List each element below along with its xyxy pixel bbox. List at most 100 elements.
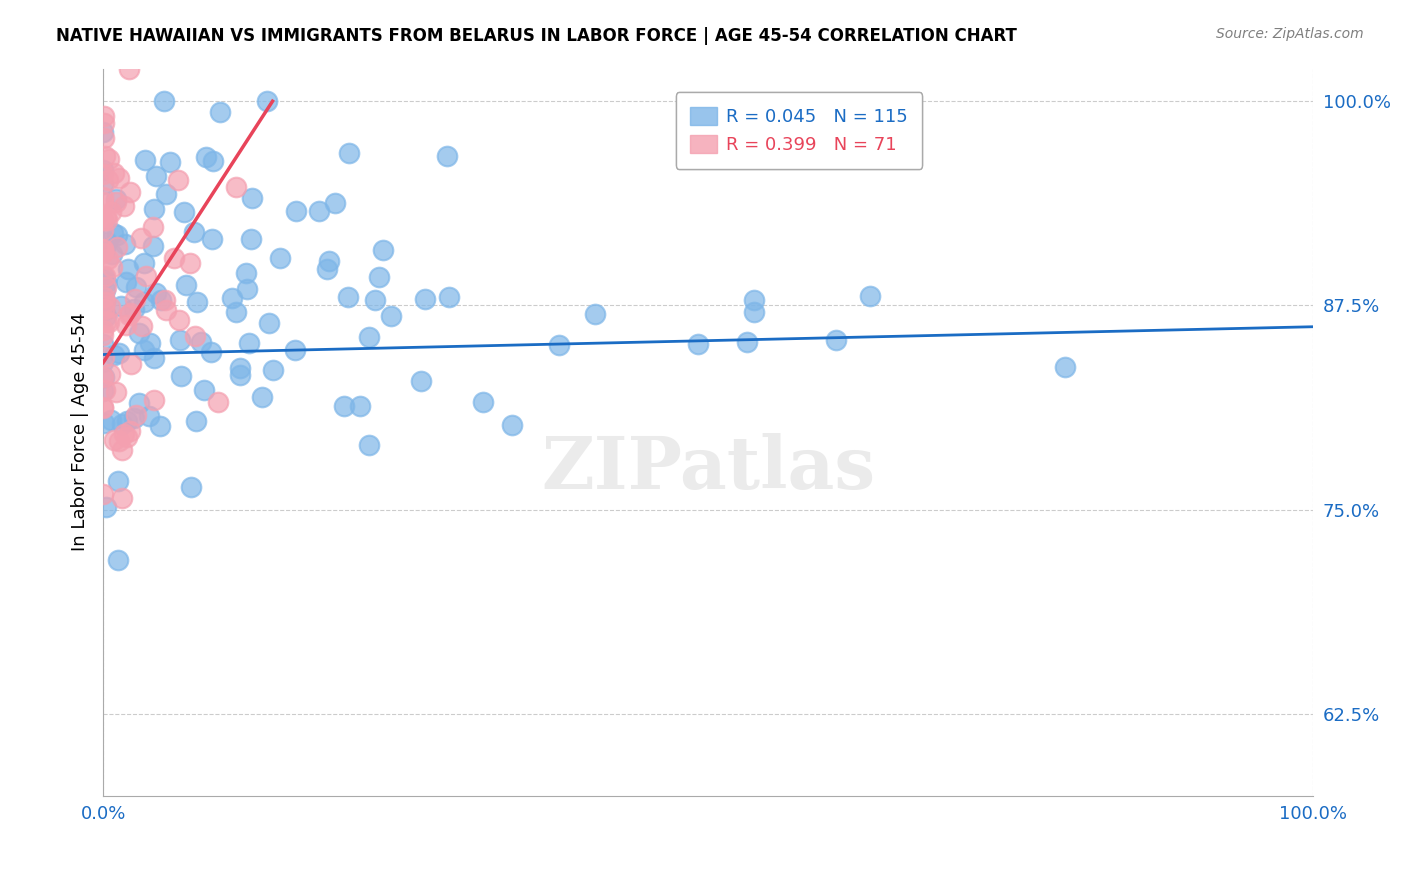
Point (194, 150, 217, 164)
Point (115, 430, 138, 444)
Point (124, 292, 146, 306)
Point (364, 293, 387, 308)
Point (125, 280, 148, 294)
Point (97, 252, 120, 267)
Point (91, 337, 114, 351)
Point (108, 345, 131, 359)
Point (142, 202, 165, 216)
Point (153, 94, 176, 108)
Point (336, 290, 359, 304)
Point (91, 190, 114, 204)
Point (91, 401, 114, 415)
Point (96, 213, 118, 227)
Point (359, 438, 381, 452)
Point (357, 330, 380, 344)
Point (128, 396, 150, 410)
Point (155, 293, 177, 307)
Point (91, 178, 114, 192)
Point (118, 306, 141, 320)
Point (742, 293, 765, 307)
Point (91, 243, 114, 257)
Point (125, 408, 148, 422)
Point (380, 309, 402, 323)
Point (1053, 359, 1076, 374)
Point (93, 301, 115, 316)
Point (143, 393, 166, 408)
Point (117, 262, 139, 277)
Point (149, 419, 172, 434)
Point (221, 291, 243, 305)
Point (105, 192, 128, 206)
Point (132, 295, 155, 310)
Point (103, 166, 125, 180)
Point (93, 130, 115, 145)
Point (110, 417, 132, 431)
Point (145, 169, 167, 183)
Point (735, 335, 758, 350)
Point (91, 212, 114, 227)
Point (91, 323, 114, 337)
Point (110, 299, 132, 313)
Point (104, 385, 127, 400)
Point (120, 186, 142, 200)
Point (114, 237, 136, 252)
Point (236, 282, 259, 296)
Point (316, 261, 339, 276)
Point (91, 486, 114, 500)
Point (93, 115, 115, 129)
Point (368, 270, 391, 285)
Point (122, 411, 145, 425)
Point (139, 336, 162, 351)
Point (114, 318, 136, 332)
Point (250, 390, 273, 404)
Point (103, 226, 125, 240)
Point (183, 225, 205, 239)
Point (333, 399, 356, 413)
Point (201, 232, 224, 246)
Point (100, 205, 122, 219)
Point (93, 109, 115, 123)
Point (94, 293, 117, 308)
Point (155, 303, 177, 318)
Point (97, 173, 120, 187)
Point (103, 348, 125, 362)
Point (228, 360, 250, 375)
Point (742, 305, 765, 319)
Point (371, 244, 394, 258)
Point (93, 294, 115, 309)
Point (131, 318, 153, 333)
Y-axis label: In Labor Force | Age 45-54: In Labor Force | Age 45-54 (72, 313, 89, 551)
Point (93, 167, 115, 181)
Point (501, 417, 523, 432)
Point (150, 293, 173, 307)
Point (93, 194, 115, 209)
Point (91, 354, 114, 368)
Point (174, 278, 197, 293)
Point (94, 275, 117, 289)
Point (173, 205, 195, 219)
Point (240, 232, 263, 246)
Point (132, 343, 155, 357)
Point (91, 384, 114, 398)
Point (94, 149, 117, 163)
Text: NATIVE HAWAIIAN VS IMMIGRANTS FROM BELARUS IN LABOR FORCE | AGE 45-54 CORRELATIO: NATIVE HAWAIIAN VS IMMIGRANTS FROM BELAR… (56, 27, 1017, 45)
Point (93, 269, 115, 284)
Point (93, 304, 115, 318)
Point (229, 368, 252, 382)
Point (169, 333, 191, 347)
Point (142, 351, 165, 366)
Point (142, 220, 165, 235)
Point (256, 94, 278, 108)
Point (93, 416, 115, 430)
Point (101, 260, 124, 274)
Point (179, 256, 201, 270)
Point (190, 334, 212, 349)
Point (107, 171, 129, 186)
Point (118, 425, 141, 439)
Point (235, 266, 257, 280)
Point (112, 426, 135, 441)
Point (129, 231, 152, 245)
Point (108, 434, 131, 448)
Point (225, 305, 247, 319)
Point (413, 292, 436, 306)
